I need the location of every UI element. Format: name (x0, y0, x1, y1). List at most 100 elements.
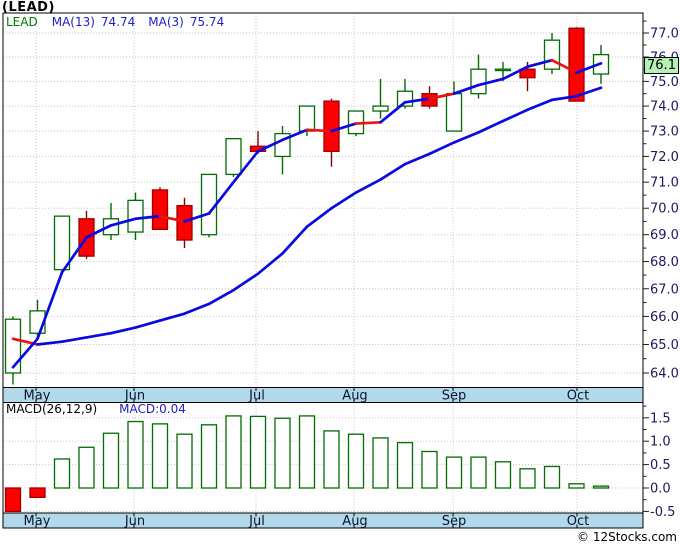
ma13-line (575, 86, 603, 98)
macd-bar (323, 430, 340, 489)
ma3-line (305, 128, 333, 133)
ma13-line (232, 272, 260, 292)
ma3-line (281, 128, 309, 142)
ma3-line (11, 337, 39, 369)
candle-body (470, 68, 487, 95)
main-chart-legend: LEAD MA(13) 74.74 MA(3) 75.74 (6, 15, 237, 29)
macd-axis-label: 0.0 (650, 482, 671, 497)
candle-body (323, 100, 340, 152)
macd-bar (470, 456, 487, 489)
macd-bar (200, 424, 218, 489)
macd-bar (127, 420, 144, 489)
macd-bar (568, 483, 585, 489)
ma3-line (134, 214, 162, 221)
ma13-line (330, 191, 358, 210)
macd-legend: MACD(26,12,9) MACD:0.04 (6, 402, 186, 416)
candle-body (200, 173, 218, 236)
ma3-line (379, 100, 407, 124)
candle-body (298, 105, 316, 132)
candle-body (176, 204, 193, 241)
ma13-line (403, 152, 431, 166)
ma13-line (207, 288, 235, 306)
candle-body (543, 39, 561, 70)
macd-axis-label: 1.0 (650, 435, 671, 450)
macd-bar (298, 415, 316, 489)
price-axis-label: 69.0 (650, 228, 679, 243)
legend-ma13-value: 74.74 (100, 15, 136, 29)
macd-bar (519, 468, 536, 489)
price-axis-label: 66.0 (650, 310, 679, 325)
macd-bar (274, 417, 291, 489)
ma13-line (281, 225, 309, 255)
ma3-line (183, 212, 211, 223)
month-label: Jul (248, 514, 265, 529)
candle-body (225, 138, 242, 176)
macd-bar (494, 461, 512, 489)
page-title: (LEAD) (2, 0, 55, 15)
price-axis-label: 70.0 (650, 202, 679, 217)
macd-bar (249, 415, 267, 489)
ma3-line (550, 58, 578, 74)
macd-bar (102, 432, 120, 489)
macd-bar (445, 456, 463, 489)
ma3-line (158, 214, 186, 223)
ma13-line (452, 130, 480, 144)
ma3-line (256, 138, 284, 153)
month-label: Sep (442, 389, 467, 404)
ma13-line (354, 178, 382, 194)
ma13-line (526, 98, 554, 112)
ma13-line (60, 336, 88, 344)
legend-ma3-value: 75.74 (189, 15, 225, 29)
price-axis-label: 68.0 (650, 255, 679, 270)
candle-body (494, 68, 512, 72)
candle-body (53, 215, 71, 271)
price-axis-label: 77.0 (650, 27, 679, 42)
ma13-line (134, 319, 162, 329)
ma13-line (183, 302, 211, 315)
ma3-line (452, 83, 480, 96)
month-label: Jul (248, 389, 265, 404)
macd-bar (396, 441, 414, 489)
candle-body (127, 199, 144, 233)
price-axis-label: 67.0 (650, 282, 679, 297)
legend-ma3: MA(3) 75.74 (148, 15, 224, 29)
ma13-line (85, 331, 113, 339)
macd-plot-bg (3, 402, 643, 513)
ma3-line (109, 217, 137, 227)
ma13-line (501, 108, 529, 123)
macd-current-value: MACD:0.04 (119, 402, 186, 416)
macd-bar (543, 465, 561, 489)
month-label: Jun (124, 514, 145, 529)
month-label: Sep (442, 514, 467, 529)
month-band-top (2, 387, 644, 403)
legend-ma13-label: MA(13) (51, 15, 95, 29)
candle-body (151, 189, 169, 231)
ma3-line (232, 149, 260, 184)
ma3-line (477, 77, 505, 87)
candle-body (519, 68, 536, 79)
ma3-line (501, 65, 529, 81)
macd-bar (176, 433, 193, 489)
price-axis-label: 65.0 (650, 338, 679, 353)
month-band-bottom (2, 512, 644, 529)
ma3-line (330, 122, 358, 133)
ma13-line (36, 340, 64, 346)
macd-bar (347, 433, 365, 489)
ma13-line (158, 312, 186, 322)
candle-body (372, 105, 389, 112)
candle-body (4, 318, 22, 374)
ma13-line (305, 206, 333, 229)
ma3-line (403, 97, 431, 104)
legend-ma3-label: MA(3) (148, 15, 184, 29)
ma13-line (109, 326, 137, 335)
macd-axis-label: 1.5 (650, 411, 671, 426)
macd-bar (53, 458, 71, 489)
ma13-line (379, 162, 407, 181)
macd-axis-label: -0.5 (650, 505, 675, 520)
macd-bar (225, 415, 242, 489)
price-axis-label: 71.0 (650, 176, 679, 191)
month-label: May (24, 389, 51, 404)
macd-axis-label: 0.5 (650, 458, 671, 473)
ma13-line (550, 94, 578, 102)
